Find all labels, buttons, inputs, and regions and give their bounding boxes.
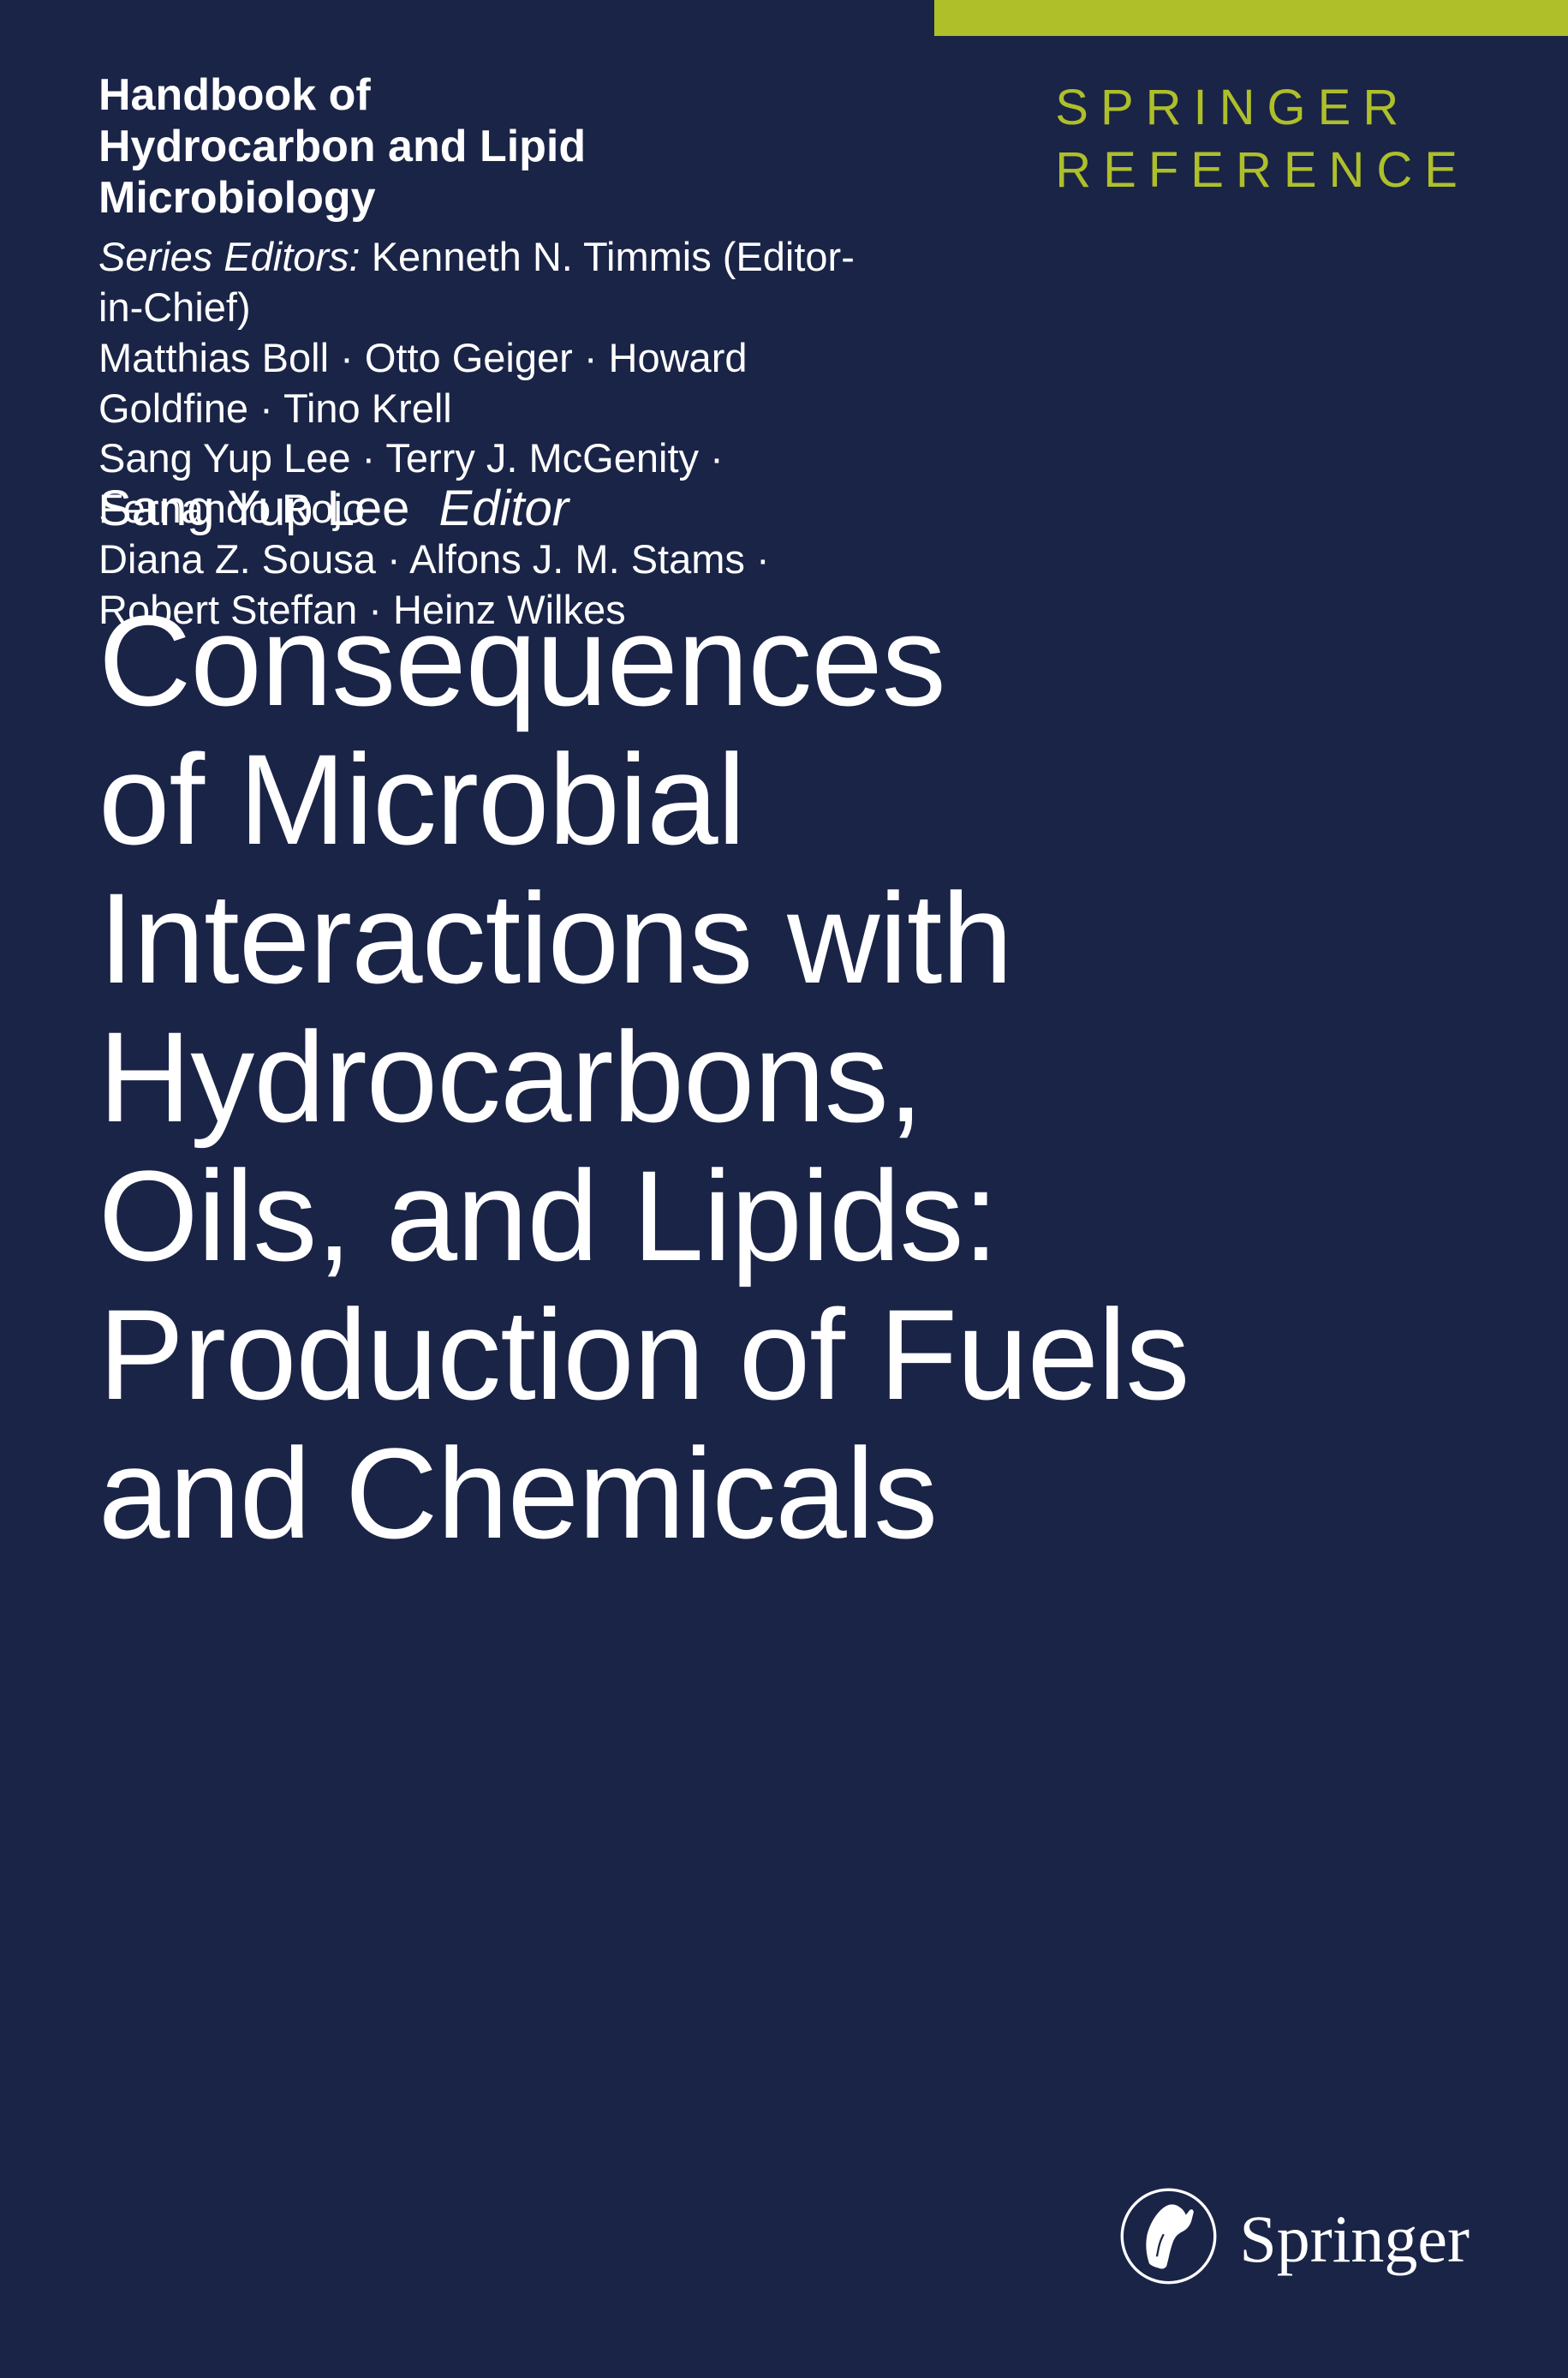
title-line7: and Chemicals (98, 1424, 1189, 1562)
publisher-name: Springer (1239, 2201, 1470, 2278)
title-line1: Consequences (98, 591, 1189, 730)
volume-editor-name: Sang Yup Lee (98, 481, 409, 536)
title-line3: Interactions with (98, 869, 1189, 1007)
title-line5: Oils, and Lipids: (98, 1146, 1189, 1285)
series-editors-line2: Matthias Boll · Otto Geiger · Howard Gol… (98, 333, 869, 434)
publisher-badge-line2: REFERENCE (1055, 140, 1470, 202)
volume-editor: Sang Yup Lee Editor (98, 480, 569, 537)
accent-top-bar (934, 0, 1568, 36)
series-title-line2: Hydrocarbon and Lipid Microbiology (98, 122, 869, 224)
publisher-badge-line1: SPRINGER (1055, 77, 1470, 140)
title-line6: Production of Fuels (98, 1285, 1189, 1424)
volume-editor-role: Editor (439, 481, 569, 536)
publisher-logo: Springer (1119, 2181, 1470, 2297)
series-editors-label: Series Editors: (98, 234, 361, 279)
series-title: Handbook of Hydrocarbon and Lipid Microb… (98, 70, 869, 224)
series-info: Handbook of Hydrocarbon and Lipid Microb… (98, 70, 869, 635)
springer-horse-icon (1119, 2181, 1218, 2297)
series-title-line1: Handbook of (98, 70, 869, 122)
title-line4: Hydrocarbons, (98, 1007, 1189, 1146)
title-line2: of Microbial (98, 730, 1189, 869)
series-editors: Series Editors: Kenneth N. Timmis (Edito… (98, 232, 869, 635)
book-title: Consequences of Microbial Interactions w… (98, 591, 1189, 1562)
publisher-badge: SPRINGER REFERENCE (1055, 77, 1470, 201)
